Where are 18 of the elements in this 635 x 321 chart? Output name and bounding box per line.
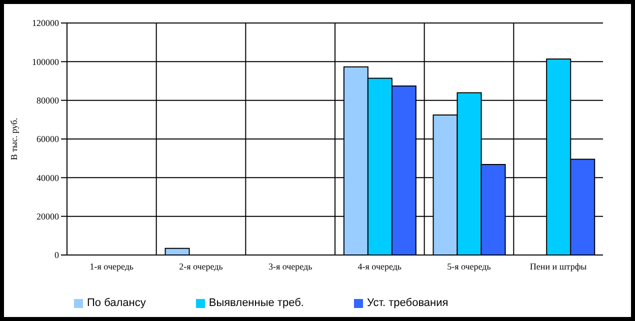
y-tick-label: 120000: [32, 18, 60, 28]
bar: [164, 248, 190, 255]
legend-label: Выявленные треб.: [208, 297, 304, 309]
y-axis-title: В тыс. руб.: [9, 118, 20, 160]
y-tick-label: 40000: [36, 172, 60, 183]
x-tick-label: 2-я очередь: [179, 261, 223, 272]
x-tick-label: 1-я очередь: [90, 261, 134, 272]
y-tick-label: 0: [54, 250, 60, 260]
legend-label: Уст. требования: [366, 297, 448, 309]
x-tick-label: 5-я очередь: [447, 261, 491, 272]
x-tick-label: 4-я очередь: [358, 261, 402, 272]
y-tick-label: 100000: [32, 56, 60, 67]
x-tick-label: 3-я очередь: [268, 261, 312, 272]
x-tick-label: Пени и штрфы: [530, 261, 587, 272]
y-tick-label: 80000: [36, 96, 60, 106]
y-tick-label: 60000: [36, 134, 60, 144]
legend-label: По балансу: [87, 297, 146, 309]
y-tick-label: 20000: [36, 212, 60, 222]
